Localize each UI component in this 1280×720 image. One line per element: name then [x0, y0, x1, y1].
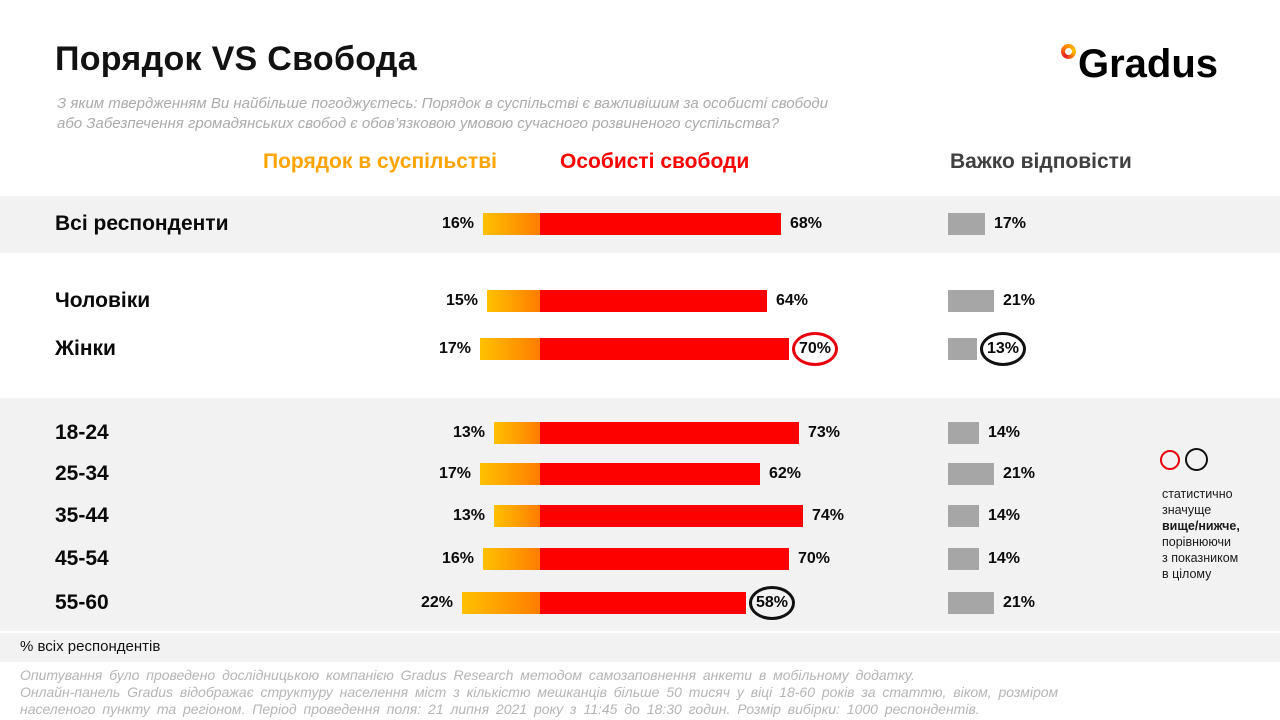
- hard-value-label-circle: 13%: [980, 332, 1026, 366]
- legend-personal-freedoms: Особисті свободи: [560, 150, 750, 173]
- footer-line-2: Онлайн-панель Gradus відображає структур…: [20, 684, 1059, 700]
- stat-legend-line: вище/нижче,: [1162, 519, 1240, 533]
- hard-bar: [948, 290, 994, 312]
- order-bar: [480, 463, 540, 485]
- footer-line-3: населеного пункту та регіоном. Період пр…: [20, 701, 980, 717]
- order-bar: [483, 548, 540, 570]
- order-bar: [494, 422, 540, 444]
- order-value-label: 22%: [420, 594, 453, 611]
- freedom-bar: [540, 548, 789, 570]
- order-value-label: 16%: [441, 550, 474, 567]
- freedom-bar: [540, 422, 799, 444]
- order-value-label: 16%: [441, 215, 474, 232]
- hard-value-label: 21%: [1003, 594, 1036, 611]
- stat-legend-line: значуще: [1162, 503, 1212, 517]
- page-title: Порядок VS Свобода: [55, 40, 417, 78]
- footer-line-1: Опитування було проведено дослідницькою …: [20, 667, 915, 683]
- significance-higher-circle-icon: [1160, 450, 1180, 470]
- freedom-value-label-circle: 70%: [792, 332, 838, 366]
- gradus-logo-text: Gradus: [1077, 42, 1218, 86]
- category-label: Жінки: [55, 337, 116, 360]
- category-label: 25-34: [55, 462, 109, 485]
- bottom-note: % всіх респондентів: [20, 638, 161, 655]
- freedom-bar: [540, 290, 767, 312]
- stat-legend-line: статистично: [1162, 487, 1233, 501]
- hard-bar: [948, 422, 979, 444]
- order-value-label: 15%: [445, 292, 478, 309]
- hard-bar: [948, 463, 994, 485]
- hard-value-label: 17%: [994, 215, 1027, 232]
- freedom-bar: [540, 505, 803, 527]
- category-label: Чоловіки: [55, 289, 151, 312]
- significance-legend-text: статистично значуще вище/нижче, порівнюю…: [1162, 486, 1240, 582]
- stat-legend-line: з показником: [1162, 551, 1239, 565]
- order-value-label: 17%: [438, 340, 471, 357]
- category-label: 45-54: [55, 547, 109, 570]
- category-label: 55-60: [55, 591, 109, 614]
- bottom-strip: [0, 633, 1280, 662]
- legend-hard-to-answer: Важко відповісти: [950, 150, 1132, 173]
- subtitle-line-2: або Забезпечення громадянських свобод є …: [57, 115, 780, 132]
- order-value-label: 13%: [452, 507, 485, 524]
- stat-legend-line: порівнюючи: [1162, 535, 1231, 549]
- hard-bar: [948, 548, 979, 570]
- order-bar: [483, 213, 540, 235]
- order-value-label: 13%: [452, 424, 485, 441]
- gradus-logo: Gradus: [1060, 42, 1218, 86]
- freedom-value-label: 68%: [790, 215, 823, 232]
- hard-value-label: 13%: [986, 340, 1020, 357]
- freedom-value-label: 64%: [776, 292, 809, 309]
- hard-bar: [948, 592, 994, 614]
- methodology-footer: Опитування було проведено дослідницькою …: [20, 667, 1058, 718]
- order-bar: [494, 505, 540, 527]
- stat-legend-line: в цілому: [1162, 567, 1212, 581]
- order-bar: [480, 338, 540, 360]
- legend-order-in-society: Порядок в суспільстві: [263, 150, 497, 173]
- freedom-bar: [540, 592, 746, 614]
- hard-bar: [948, 338, 977, 360]
- freedom-value-label: 62%: [769, 465, 802, 482]
- freedom-value-label: 70%: [798, 550, 831, 567]
- hard-value-label: 14%: [988, 507, 1021, 524]
- freedom-bar: [540, 338, 789, 360]
- category-label: Всі респонденти: [55, 212, 229, 235]
- freedom-value-label-circle: 58%: [749, 586, 795, 620]
- freedom-bar: [540, 463, 760, 485]
- category-label: 18-24: [55, 421, 109, 444]
- category-label: 35-44: [55, 504, 109, 527]
- significance-lower-circle-icon: [1185, 448, 1208, 471]
- freedom-bar: [540, 213, 781, 235]
- survey-question-subtitle: З яким твердженням Ви найбільше погоджує…: [57, 94, 828, 134]
- freedom-value-label: 70%: [798, 340, 832, 357]
- hard-bar: [948, 213, 985, 235]
- freedom-value-label: 73%: [808, 424, 841, 441]
- hard-value-label: 21%: [1003, 465, 1036, 482]
- order-bar: [487, 290, 540, 312]
- subtitle-line-1: З яким твердженням Ви найбільше погоджує…: [57, 95, 829, 112]
- gradus-logo-icon: [1060, 44, 1076, 59]
- freedom-value-label: 58%: [755, 594, 789, 611]
- hard-value-label: 14%: [988, 424, 1021, 441]
- order-bar: [462, 592, 540, 614]
- hard-value-label: 14%: [988, 550, 1021, 567]
- order-value-label: 17%: [438, 465, 471, 482]
- freedom-value-label: 74%: [812, 507, 845, 524]
- hard-bar: [948, 505, 979, 527]
- hard-value-label: 21%: [1003, 292, 1036, 309]
